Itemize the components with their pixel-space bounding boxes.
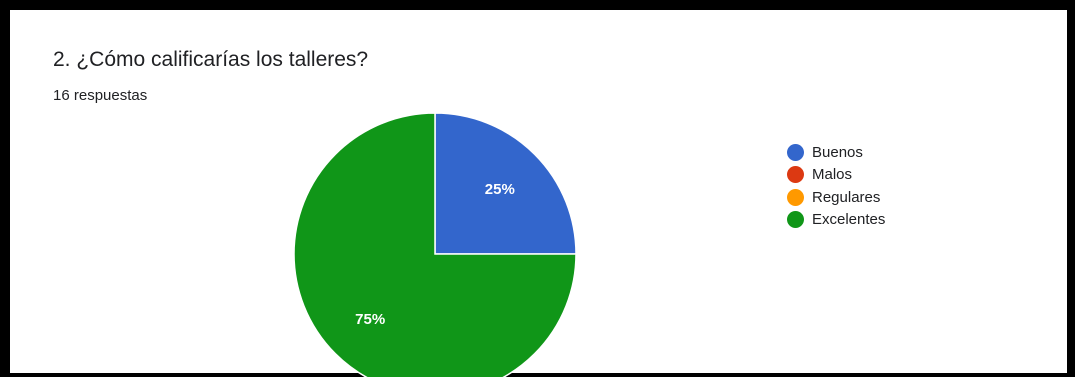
response-count: 16 respuestas: [53, 87, 148, 104]
pie-label-buenos: 25%: [485, 181, 515, 198]
legend-label-malos: Malos: [812, 166, 853, 184]
legend-item-regulares[interactable]: Regulares: [787, 186, 885, 209]
legend-swatch-malos: [787, 166, 804, 184]
pie-slice-buenos[interactable]: [434, 112, 577, 255]
legend-label-buenos: Buenos: [812, 143, 863, 161]
legend-item-buenos[interactable]: Buenos: [787, 141, 885, 164]
legend-swatch-regulares: [787, 188, 804, 206]
legend-swatch-buenos: [787, 143, 804, 161]
legend-item-malos[interactable]: Malos: [787, 164, 885, 187]
legend-label-regulares: Regulares: [812, 188, 881, 206]
pie-slice-excelentes[interactable]: [293, 112, 577, 377]
legend-label-excelentes: Excelentes: [812, 211, 886, 229]
legend-item-excelentes[interactable]: Excelentes: [787, 209, 885, 232]
legend-swatch-excelentes: [787, 211, 804, 229]
pie-label-excelentes: 75%: [355, 311, 385, 328]
chart-legend: Buenos Malos Regulares Excelentes: [787, 141, 885, 231]
question-title: 2. ¿Cómo calificarías los talleres?: [53, 48, 369, 71]
